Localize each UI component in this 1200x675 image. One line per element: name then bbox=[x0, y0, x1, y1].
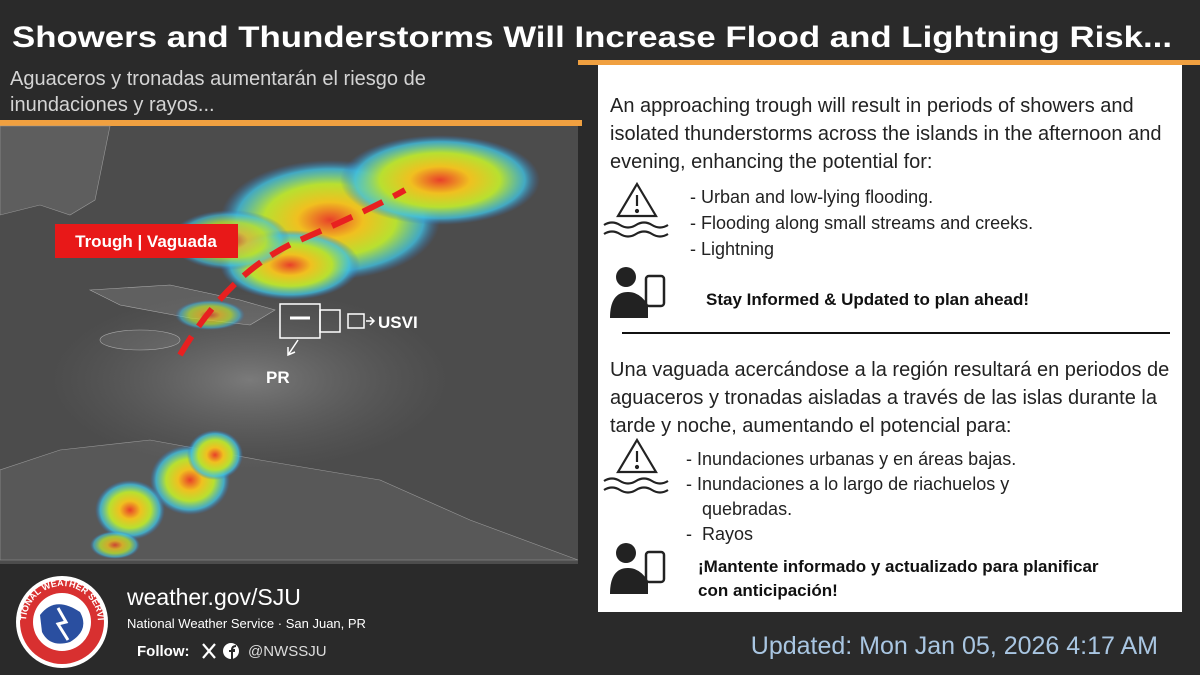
follow-label: Follow: bbox=[137, 643, 190, 660]
spanish-hazards: - Inundaciones urbanas y en áreas bajas.… bbox=[686, 447, 1086, 547]
info-panel bbox=[598, 65, 1182, 612]
english-hazards: - Urban and low-lying flooding. - Floodi… bbox=[690, 184, 1170, 262]
subtitle: Aguaceros y tronadas aumentarán el riesg… bbox=[10, 68, 432, 116]
flood-icon bbox=[603, 437, 669, 494]
hazard: - Rayos bbox=[686, 524, 754, 544]
map-label: Trough | Vaguada bbox=[75, 232, 217, 251]
hazard: - Urban and low-lying flooding. bbox=[690, 187, 934, 207]
flood-icon bbox=[603, 181, 669, 238]
social-icons bbox=[202, 643, 239, 659]
call-to-action: ¡Mantente informado y actualizado para p… bbox=[698, 557, 1104, 600]
english-intro: An approaching trough will result in per… bbox=[610, 95, 1167, 173]
office: National Weather Service · San Juan, PR bbox=[127, 616, 366, 631]
accent-line bbox=[0, 120, 582, 126]
map-label: PR bbox=[266, 368, 290, 387]
map-label: USVI bbox=[378, 313, 418, 332]
hazard: - Lightning bbox=[690, 239, 775, 259]
hazard: - Inundaciones urbanas y en áreas bajas. bbox=[686, 449, 1017, 469]
satellite-map bbox=[0, 125, 579, 564]
phone-person-icon bbox=[610, 267, 666, 318]
title: Showers and Thunderstorms Will Increase … bbox=[12, 21, 1172, 54]
handle: @NWSSJU bbox=[248, 643, 327, 660]
hazard: - Flooding along small streams and creek… bbox=[690, 213, 1034, 233]
hazard: - Inundaciones a lo largo de riachuelos … bbox=[686, 474, 1010, 519]
phone-person-icon bbox=[610, 543, 666, 594]
spanish-intro: Una vaguada acercándose a la región resu… bbox=[610, 359, 1170, 437]
call-to-action: Stay Informed & Updated to plan ahead! bbox=[706, 290, 1030, 309]
website: weather.gov/SJU bbox=[127, 584, 301, 610]
accent-line bbox=[578, 60, 1200, 65]
updated: Updated: Mon Jan 05, 2026 4:17 AM bbox=[750, 632, 1158, 660]
